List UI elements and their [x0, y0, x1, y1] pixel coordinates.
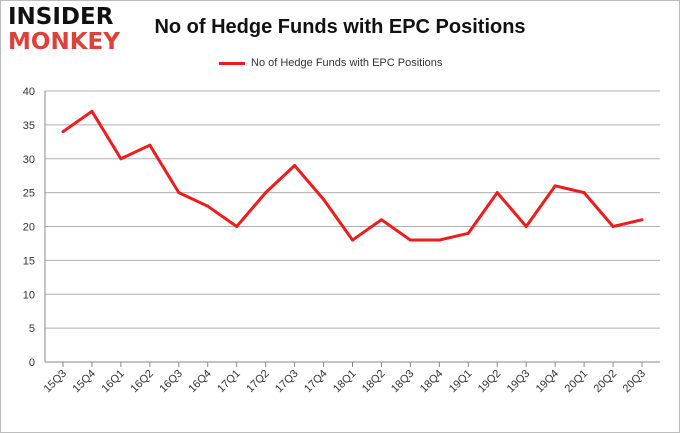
x-tick-label: 20Q3: [621, 368, 649, 396]
data-point: [553, 184, 557, 188]
x-tick-label: 18Q3: [389, 368, 417, 396]
x-tick-label: 18Q1: [331, 368, 359, 396]
y-tick-label: 0: [29, 357, 35, 369]
legend-label: No of Hedge Funds with EPC Positions: [251, 57, 443, 69]
logo-text-insider: INSIDER: [8, 4, 114, 30]
x-tick-label: 19Q4: [534, 368, 562, 396]
data-point: [322, 197, 326, 201]
y-tick-label: 40: [23, 86, 35, 98]
logo-text-monkey: MONKEY: [8, 29, 120, 55]
data-point: [61, 130, 65, 134]
data-point: [495, 191, 499, 195]
x-tick-label: 16Q1: [99, 368, 127, 396]
y-tick-label: 5: [29, 323, 35, 335]
y-tick-label: 25: [23, 188, 35, 200]
x-tick-label: 17Q1: [215, 368, 243, 396]
y-tick-label: 20: [23, 222, 35, 234]
x-tick-label: 19Q1: [447, 368, 475, 396]
data-point: [408, 238, 412, 242]
x-tick-label: 17Q2: [244, 368, 272, 396]
data-point: [119, 157, 123, 161]
data-point: [235, 225, 239, 228]
series-line: [62, 109, 643, 242]
data-point: [640, 218, 644, 222]
chart-title: No of Hedge Funds with EPC Positions: [154, 16, 526, 38]
data-point: [611, 225, 615, 228]
x-tick-label: 18Q4: [418, 368, 446, 396]
x-tick-label: 20Q1: [563, 368, 591, 396]
insider-monkey-logo: INSIDER MONKEY: [8, 6, 128, 56]
data-point: [148, 143, 152, 147]
x-tick-label: 16Q3: [157, 368, 185, 396]
x-tick-label: 20Q2: [592, 368, 620, 396]
x-tick-label: 17Q4: [302, 368, 330, 396]
data-point: [293, 164, 297, 168]
x-tick-label: 18Q2: [360, 368, 388, 396]
data-point: [264, 191, 268, 195]
y-tick-label: 15: [23, 255, 35, 267]
x-tick-label: 19Q2: [476, 368, 504, 396]
x-tick-label: 15Q3: [42, 368, 70, 396]
x-tick-label: 16Q2: [128, 368, 156, 396]
data-point: [177, 191, 181, 195]
data-point: [524, 225, 528, 228]
data-point: [351, 238, 354, 242]
data-point: [90, 109, 94, 113]
legend-swatch: [219, 61, 245, 65]
data-point: [437, 238, 441, 242]
x-tick-label: 15Q4: [71, 368, 99, 396]
data-point: [466, 231, 470, 235]
y-tick-label: 10: [23, 289, 35, 301]
data-point: [206, 204, 210, 208]
y-tick-label: 30: [23, 154, 35, 166]
x-tick-label: 17Q3: [273, 368, 301, 396]
data-point: [379, 218, 383, 222]
x-tick-label: 19Q3: [505, 368, 533, 396]
x-tick-label: 16Q4: [186, 368, 214, 396]
chart-legend: No of Hedge Funds with EPC Positions: [219, 55, 442, 71]
y-tick-label: 35: [23, 120, 35, 132]
data-point: [582, 191, 586, 195]
